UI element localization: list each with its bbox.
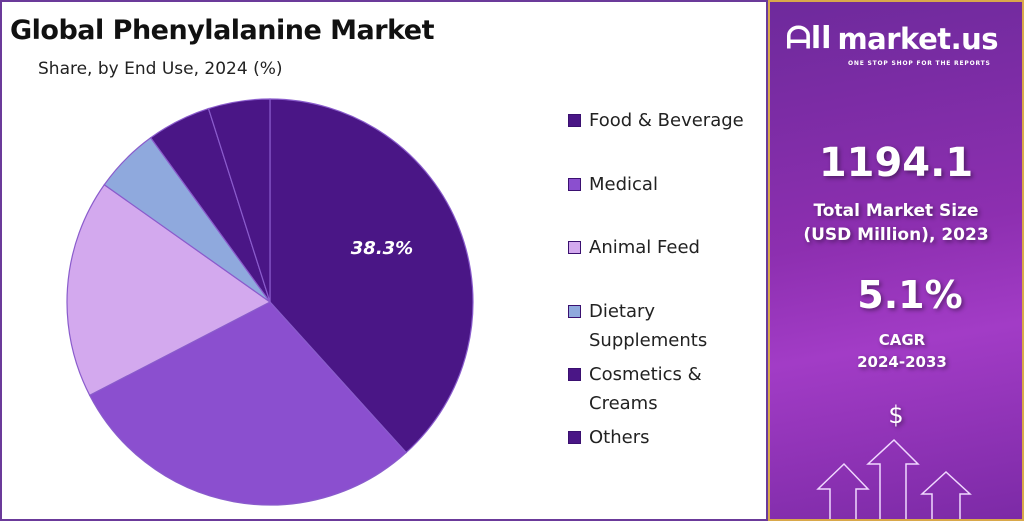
cagr-value: 5.1% bbox=[857, 273, 963, 317]
legend-item: Medical bbox=[568, 170, 768, 199]
legend-swatch bbox=[568, 178, 581, 191]
pie-slice-medical bbox=[88, 301, 407, 506]
cagr-period: 2024-2033 bbox=[857, 353, 947, 371]
brand-tagline: ONE STOP SHOP FOR THE REPORTS bbox=[848, 60, 991, 67]
legend-label: Medical bbox=[589, 174, 658, 195]
cagr-label: CAGR bbox=[878, 331, 926, 349]
chart-subtitle: Share, by End Use, 2024 (%) bbox=[38, 59, 283, 79]
data-label: 38.3% bbox=[351, 238, 413, 259]
logo-icon: ᗩll bbox=[786, 21, 832, 56]
legend-item: Animal Feed bbox=[568, 233, 768, 262]
chart-title: Global Phenylalanine Market bbox=[10, 15, 435, 46]
legend-label: Others bbox=[589, 427, 650, 448]
legend-swatch bbox=[568, 431, 581, 444]
legend-label: Cosmetics & Creams bbox=[589, 364, 702, 414]
legend-item: Others bbox=[568, 423, 768, 452]
legend-swatch bbox=[568, 114, 581, 127]
legend-swatch bbox=[568, 241, 581, 254]
legend-label: Dietary Supplements bbox=[589, 301, 708, 351]
growth-arrows-icon bbox=[816, 438, 972, 519]
brand-name: market.us bbox=[837, 22, 999, 56]
pie-chart: 38.3% bbox=[66, 98, 474, 506]
pie-slice-food-beverage bbox=[269, 98, 474, 454]
legend-swatch bbox=[568, 368, 581, 381]
legend-swatch bbox=[568, 305, 581, 318]
legend-item: Food & Beverage bbox=[568, 106, 768, 135]
chart-area: Global Phenylalanine Market Share, by En… bbox=[0, 0, 768, 521]
legend-label: Food & Beverage bbox=[589, 110, 744, 131]
market-size-label: Total Market Size bbox=[813, 201, 979, 221]
pie-slice-others bbox=[207, 98, 271, 303]
legend-item: Dietary Supplements bbox=[568, 297, 768, 355]
legend-label: Animal Feed bbox=[589, 237, 700, 258]
market-size-unit: (USD Million), 2023 bbox=[803, 225, 989, 245]
dollar-icon: $ bbox=[888, 401, 904, 429]
summary-panel: ᗩll market.us ONE STOP SHOP FOR THE REPO… bbox=[768, 0, 1024, 521]
legend-item: Cosmetics & Creams bbox=[568, 360, 768, 418]
logo: ᗩll market.us bbox=[786, 21, 999, 57]
market-size-value: 1194.1 bbox=[818, 140, 974, 186]
pie-slice-animal-feed bbox=[66, 183, 272, 397]
